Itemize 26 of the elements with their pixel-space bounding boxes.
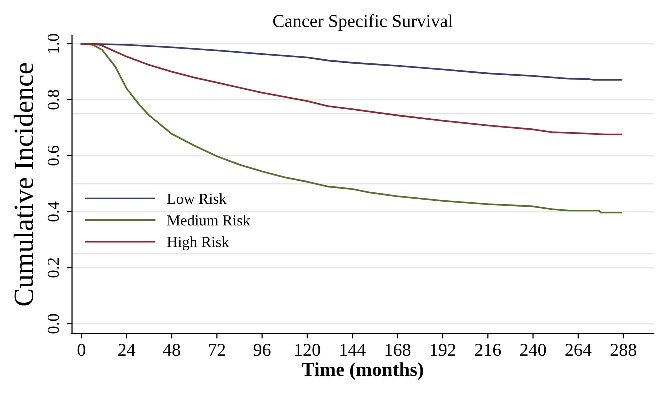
x-tick-label: 0 [78, 344, 86, 356]
y-tick-label: 0.4 [48, 202, 60, 222]
x-tick-label: 264 [566, 344, 592, 356]
y-axis-title: Cumulative Incidence [14, 63, 34, 306]
y-tick-label: 0.6 [48, 146, 60, 166]
legend-label: Medium Risk [167, 215, 251, 226]
x-tick-label: 120 [296, 344, 320, 356]
y-tick-label: 0.8 [48, 90, 60, 110]
x-tick-label: 288 [610, 344, 636, 356]
legend-label: Low Risk [167, 193, 227, 204]
x-tick-label: 192 [431, 344, 456, 356]
x-tick-label: 168 [386, 344, 411, 356]
y-tick-label: 0.0 [48, 314, 60, 334]
x-tick-label: 72 [209, 344, 226, 356]
line-series [80, 43, 623, 136]
legend-label: High Risk [167, 236, 230, 251]
x-tick-label: 48 [163, 344, 180, 356]
chart-title: Cancer Specific Survival [273, 14, 453, 32]
x-tick-label: 144 [340, 344, 366, 356]
y-tick-label: 0.2 [48, 258, 60, 278]
x-tick-label: 216 [475, 344, 502, 356]
x-tick-label: 24 [118, 344, 136, 356]
x-tick-label: 96 [254, 344, 271, 356]
x-tick-label: 240 [520, 344, 546, 356]
y-tick-label: 1.0 [48, 34, 60, 53]
x-axis-title: Time (months) [302, 362, 424, 380]
